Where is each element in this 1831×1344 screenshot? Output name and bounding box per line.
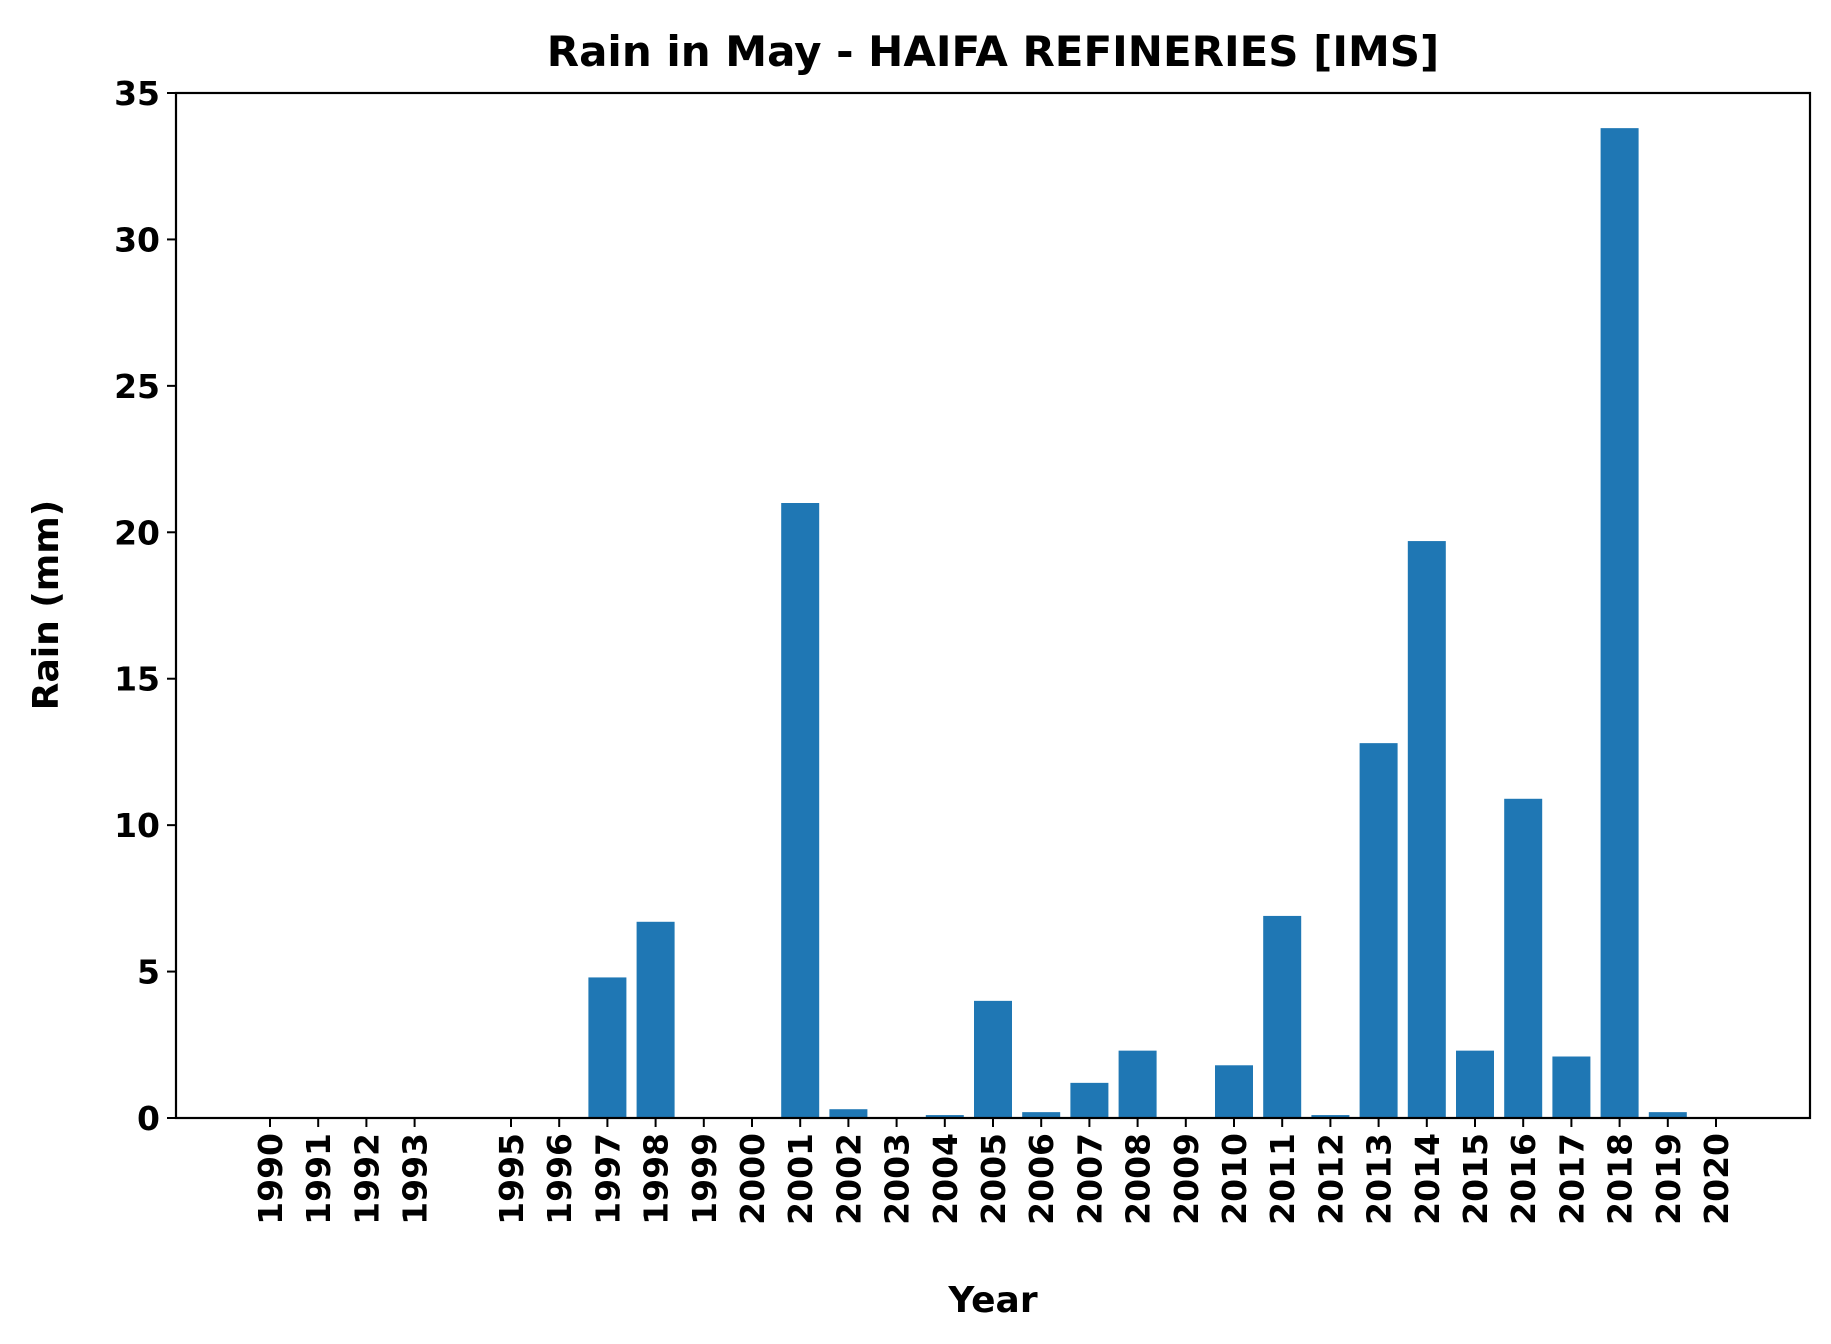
y-tick-label-10: 10 <box>114 806 160 845</box>
bar-2010 <box>1215 1065 1253 1118</box>
y-tick-label-35: 35 <box>114 74 160 113</box>
y-tick-label-5: 5 <box>137 953 160 992</box>
x-tick-label-2017: 2017 <box>1552 1133 1591 1225</box>
x-tick-label-2019: 2019 <box>1649 1133 1688 1225</box>
bar-2017 <box>1552 1056 1591 1118</box>
bar-2016 <box>1504 798 1543 1118</box>
x-tick-label-1998: 1998 <box>637 1133 676 1225</box>
x-tick-label-2004: 2004 <box>926 1133 965 1225</box>
x-tick-label-1990: 1990 <box>251 1133 290 1225</box>
y-tick-label-0: 0 <box>137 1099 160 1138</box>
bar-2001 <box>781 503 820 1118</box>
bar-2002 <box>829 1109 868 1118</box>
x-tick-label-2009: 2009 <box>1167 1133 1206 1225</box>
x-tick-label-2014: 2014 <box>1408 1133 1447 1225</box>
x-tick-label-2002: 2002 <box>829 1133 868 1225</box>
x-axis-ticks: 1990 1991 1992 1993 1995 1996 1997 1998 1999 2000… <box>251 1118 1736 1225</box>
bar-2004 <box>925 1115 964 1118</box>
bar-2005 <box>974 1000 1012 1118</box>
bar-2008 <box>1118 1050 1157 1118</box>
y-tick-label-30: 30 <box>114 220 160 259</box>
bar-2011 <box>1263 915 1302 1118</box>
bar-2007 <box>1070 1082 1109 1118</box>
y-axis-label: Rain (mm) <box>26 500 67 710</box>
chart-title: Rain in May - HAIFA REFINERIES [IMS] <box>547 27 1439 76</box>
x-tick-label-2013: 2013 <box>1360 1133 1399 1225</box>
x-tick-label-2008: 2008 <box>1119 1133 1158 1225</box>
bar-2006 <box>1022 1112 1061 1118</box>
x-tick-label-1992: 1992 <box>347 1133 386 1225</box>
x-tick-label-1997: 1997 <box>588 1133 627 1225</box>
x-tick-label-1993: 1993 <box>396 1133 435 1225</box>
bar-2019 <box>1648 1112 1687 1118</box>
x-tick-label-1995: 1995 <box>492 1133 531 1225</box>
x-tick-label-2011: 2011 <box>1263 1133 1302 1225</box>
y-tick-label-15: 15 <box>114 660 160 699</box>
x-tick-label-2005: 2005 <box>974 1133 1013 1225</box>
x-tick-label-2016: 2016 <box>1504 1133 1543 1225</box>
plot-frame <box>174 91 1812 1120</box>
y-tick-label-25: 25 <box>114 367 160 406</box>
bar-2015 <box>1456 1050 1494 1118</box>
x-tick-label-2001: 2001 <box>781 1133 820 1225</box>
bar-1998 <box>636 921 675 1118</box>
bar-2013 <box>1359 743 1398 1118</box>
x-tick-label-1996: 1996 <box>540 1133 579 1225</box>
x-tick-label-2007: 2007 <box>1070 1133 1109 1225</box>
x-tick-label-2012: 2012 <box>1311 1133 1350 1225</box>
y-tick-label-20: 20 <box>114 513 160 552</box>
x-tick-label-2010: 2010 <box>1215 1133 1254 1225</box>
bar-2014 <box>1407 541 1446 1118</box>
bar-1997 <box>588 977 627 1118</box>
bar-2012 <box>1311 1115 1350 1118</box>
x-tick-label-1999: 1999 <box>685 1133 724 1225</box>
x-tick-label-2020: 2020 <box>1697 1133 1736 1225</box>
x-axis-label: Year <box>947 1280 1037 1321</box>
x-tick-label-2015: 2015 <box>1456 1133 1495 1225</box>
x-tick-label-2003: 2003 <box>878 1133 917 1225</box>
bar-2018 <box>1600 128 1639 1119</box>
x-tick-label-1991: 1991 <box>299 1133 338 1225</box>
x-tick-label-2018: 2018 <box>1601 1133 1640 1225</box>
y-axis-ticks: 0 5 10 15 20 25 30 35 <box>114 74 176 1138</box>
bars-group <box>588 128 1687 1119</box>
x-tick-label-2006: 2006 <box>1022 1133 1061 1225</box>
x-tick-label-2000: 2000 <box>733 1133 772 1225</box>
